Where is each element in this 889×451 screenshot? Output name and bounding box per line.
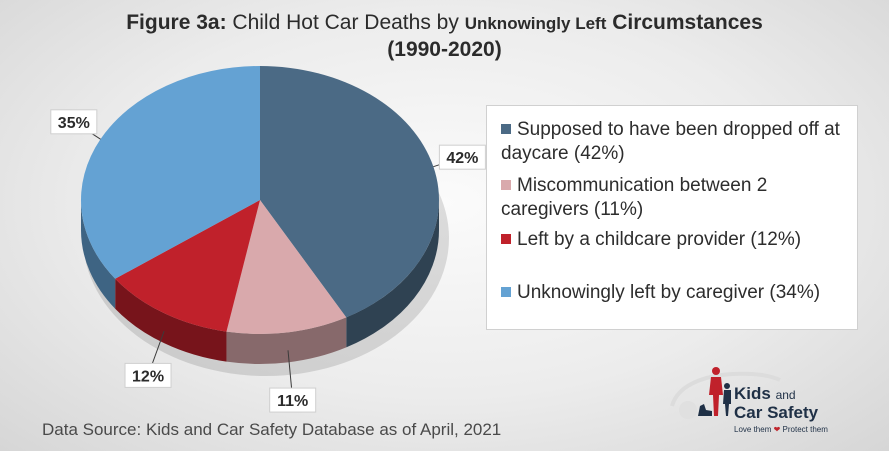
heart-icon: ❤ [773, 425, 781, 434]
kids-and-car-safety-logo: Kids and Car Safety Love them ❤ Protect … [668, 358, 848, 448]
figure-label: Figure 3a: [126, 11, 227, 34]
data-label-42: 42% [446, 150, 478, 167]
pie-slice-supposed-to-have-been-dropped-off-at-daycare-42 [260, 66, 440, 318]
legend-label-miscommunication: Miscommunication between 2 caregivers (1… [501, 175, 768, 220]
legend-item-daycare: Supposed to have been dropped off at day… [501, 118, 851, 166]
data-label-box-12 [124, 362, 172, 388]
pie-slice-left-by-a-childcare-provider-12 [115, 200, 260, 332]
chart-title: Figure 3a: Child Hot Car Deaths by Unkno… [0, 10, 889, 63]
pie-side-11 [226, 317, 347, 364]
pie-slice-miscommunication-between-2-caregivers-11 [226, 200, 347, 334]
title-main: Child Hot Car Deaths by [232, 11, 459, 34]
legend-label-caregiver: Unknowingly left by caregiver (34%) [517, 282, 821, 303]
pie-slice-unknowingly-left-by-caregiver-34 [81, 66, 260, 279]
data-label-box-11 [269, 387, 317, 413]
data-label-35: 35% [58, 115, 90, 132]
legend-label-daycare: Supposed to have been dropped off at day… [501, 119, 840, 164]
logo-and: and [775, 388, 796, 402]
logo-tagline-b: Protect them [782, 425, 828, 434]
data-label-12: 12% [132, 368, 164, 385]
legend-item-miscommunication: Miscommunication between 2 caregivers (1… [501, 174, 851, 222]
legend-label-childcare-provider: Left by a childcare provider (12%) [517, 229, 802, 250]
logo-kids: Kids [734, 384, 771, 403]
data-label-11: 11% [277, 393, 308, 410]
logo-tagline-a: Love them [734, 425, 772, 434]
title-emphasis: Circumstances [612, 11, 763, 34]
legend-swatch-miscommunication [501, 180, 511, 190]
data-label-box-42 [438, 144, 486, 170]
title-emphasis-small: Unknowingly Left [464, 14, 607, 33]
data-label-box-35 [50, 109, 98, 135]
pie-side-35 [81, 200, 116, 309]
pie-side-12 [115, 278, 227, 362]
legend-swatch-caregiver [501, 287, 511, 297]
legend-swatch-daycare [501, 124, 511, 134]
pie-side-42 [346, 200, 439, 348]
legend-swatch-childcare-provider [501, 234, 511, 244]
logo-name-line1: Kids and [734, 384, 796, 404]
legend-item-caregiver: Unknowingly left by caregiver (34%) [501, 281, 851, 305]
logo-tagline: Love them ❤ Protect them [734, 425, 828, 434]
title-years: (1990-2020) [387, 38, 502, 61]
legend-item-childcare-provider: Left by a childcare provider (12%) [501, 228, 851, 252]
data-source-note: Data Source: Kids and Car Safety Databas… [42, 420, 502, 439]
logo-name-line2: Car Safety [734, 403, 819, 422]
legend: Supposed to have been dropped off at day… [486, 105, 858, 330]
logo-graphic [670, 367, 781, 419]
